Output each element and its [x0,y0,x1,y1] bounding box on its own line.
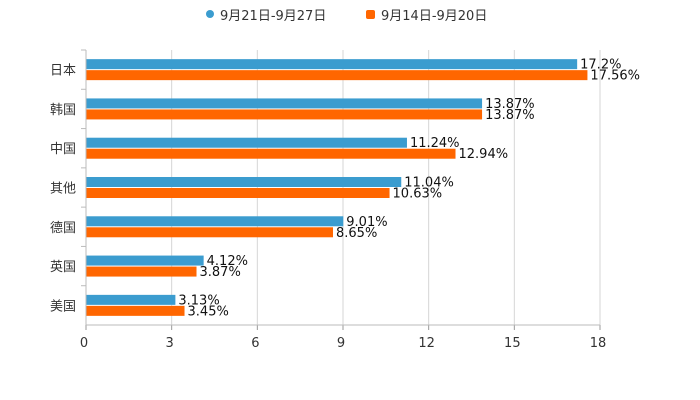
bar-series-1-日本[interactable] [86,59,578,70]
data-label-series-1-韩国: 13.87% [485,97,535,112]
data-label-series-1-其他: 11.04% [404,176,454,191]
x-tick-label-15: 15 [504,336,521,351]
data-label-series-1-英国: 4.12% [207,254,248,269]
x-tick-label-6: 6 [251,336,259,351]
x-tick-label-18: 18 [590,336,607,351]
data-label-series-1-日本: 17.2% [580,58,621,73]
bars [86,59,588,316]
bar-series-2-日本[interactable] [86,70,588,81]
data-label-series-2-中国: 12.94% [459,147,509,162]
legend: 9月21日-9月27日 9月14日-9月20日 [0,5,700,24]
data-label-series-1-德国: 9.01% [346,215,387,230]
legend-label-series-1: 9月21日-9月27日 [220,8,327,24]
bar-series-2-美国[interactable] [86,305,185,316]
legend-label-series-2: 9月14日-9月20日 [381,8,488,24]
bar-series-1-德国[interactable] [86,216,344,227]
data-label-series-2-韩国: 13.87% [485,108,535,123]
data-label-series-2-其他: 10.63% [393,187,443,202]
bar-series-2-中国[interactable] [86,148,456,159]
data-labels: 17.2%17.56% 13.87%13.87% 11.24%12.94% 11.04… [178,58,640,320]
x-tick-label-0: 0 [80,336,88,351]
y-category-label: 韩国 [50,103,76,118]
legend-item-series-1[interactable]: 9月21日-9月27日 [206,5,327,24]
data-label-series-2-德国: 8.65% [336,226,377,241]
bar-series-1-韩国[interactable] [86,98,483,109]
data-label-series-1-美国: 3.13% [178,293,219,308]
y-category-label: 德国 [50,221,76,236]
data-label-series-2-日本: 17.56% [590,69,640,84]
x-tick-label-12: 12 [418,336,435,351]
bar-series-2-其他[interactable] [86,188,390,198]
gridlines [171,50,601,325]
data-label-series-2-英国: 3.87% [200,265,241,280]
legend-marker-series-2 [366,9,375,19]
legend-item-series-2[interactable]: 9月14日-9月20日 [366,5,488,24]
bar-series-2-英国[interactable] [86,266,197,277]
x-tick-label-3: 3 [166,336,174,351]
bar-series-2-韩国[interactable] [86,109,483,120]
bar-series-1-英国[interactable] [86,255,204,266]
bar-series-2-德国[interactable] [86,227,334,238]
y-category-label: 英国 [50,260,76,275]
y-category-label: 中国 [50,142,76,157]
bar-series-1-美国[interactable] [86,294,176,305]
y-category-label: 美国 [50,299,76,314]
data-label-series-2-美国: 3.45% [188,304,229,319]
y-category-label: 其他 [50,182,76,197]
legend-marker-series-1 [206,10,214,18]
y-category-label: 日本 [50,64,76,79]
bar-series-1-中国[interactable] [86,137,407,148]
data-label-series-1-中国: 11.24% [410,136,460,151]
bar-series-1-其他[interactable] [86,177,402,187]
x-tick-label-9: 9 [337,336,345,351]
